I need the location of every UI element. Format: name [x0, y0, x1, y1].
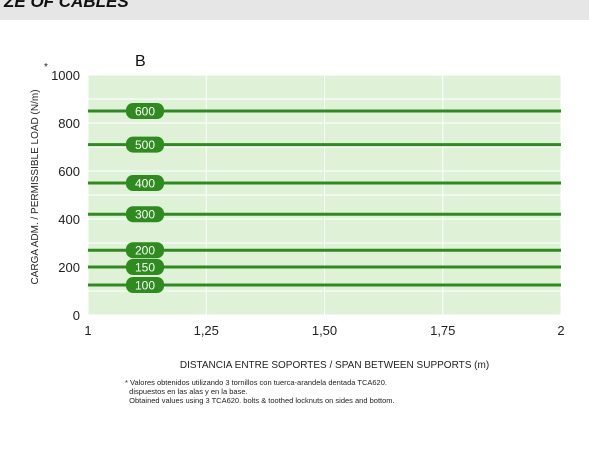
series-badge-label: 300 — [135, 208, 155, 222]
y-tick-label: 0 — [73, 308, 80, 323]
y-tick-label: 800 — [58, 116, 80, 131]
footnote-line: Obtained values using 3 TCA620. bolts & … — [125, 396, 395, 405]
series-badge-600 — [126, 103, 164, 119]
series-badge-label: 600 — [135, 105, 155, 119]
footnote-line: dispuestos en las alas y en la base. — [125, 387, 248, 396]
banner-title: ZE OF CABLES — [4, 0, 129, 11]
series-badge-label: 100 — [135, 279, 155, 293]
series-badge-150 — [126, 259, 164, 275]
footnotes: * Valores obtenidos utilizando 3 tornill… — [125, 378, 575, 405]
y-tick-label: 200 — [58, 260, 80, 275]
series-badge-label: 150 — [135, 261, 155, 275]
x-axis-title: DISTANCIA ENTRE SOPORTES / SPAN BETWEEN … — [180, 360, 489, 371]
series-badge-100 — [126, 277, 164, 293]
series-badge-300 — [126, 206, 164, 223]
y-tick-label: 1000 — [51, 68, 80, 83]
series-badge-label: 200 — [135, 244, 155, 258]
series-badge-label: 400 — [135, 177, 155, 191]
y-axis-title-mark: * — [44, 62, 48, 73]
panel-label: B — [135, 53, 146, 70]
y-tick-label: 600 — [58, 164, 80, 179]
top-banner: ZE OF CABLES — [0, 0, 589, 20]
series-badge-label: 500 — [135, 138, 155, 152]
x-tick-label: 2 — [557, 323, 564, 338]
y-tick-label: 400 — [58, 212, 80, 227]
series-badge-500 — [126, 136, 164, 153]
x-tick-label: 1,50 — [312, 323, 337, 338]
x-tick-label: 1,75 — [430, 323, 455, 338]
series-badge-200 — [126, 242, 164, 259]
series-badge-400 — [126, 175, 164, 191]
x-tick-label: 1,25 — [194, 323, 219, 338]
x-tick-label: 1 — [84, 323, 91, 338]
footnote-line: * Valores obtenidos utilizando 3 tornill… — [125, 378, 387, 387]
y-axis-title: CARGA ADM. / PERMISSIBLE LOAD (N/m) — [30, 89, 41, 284]
